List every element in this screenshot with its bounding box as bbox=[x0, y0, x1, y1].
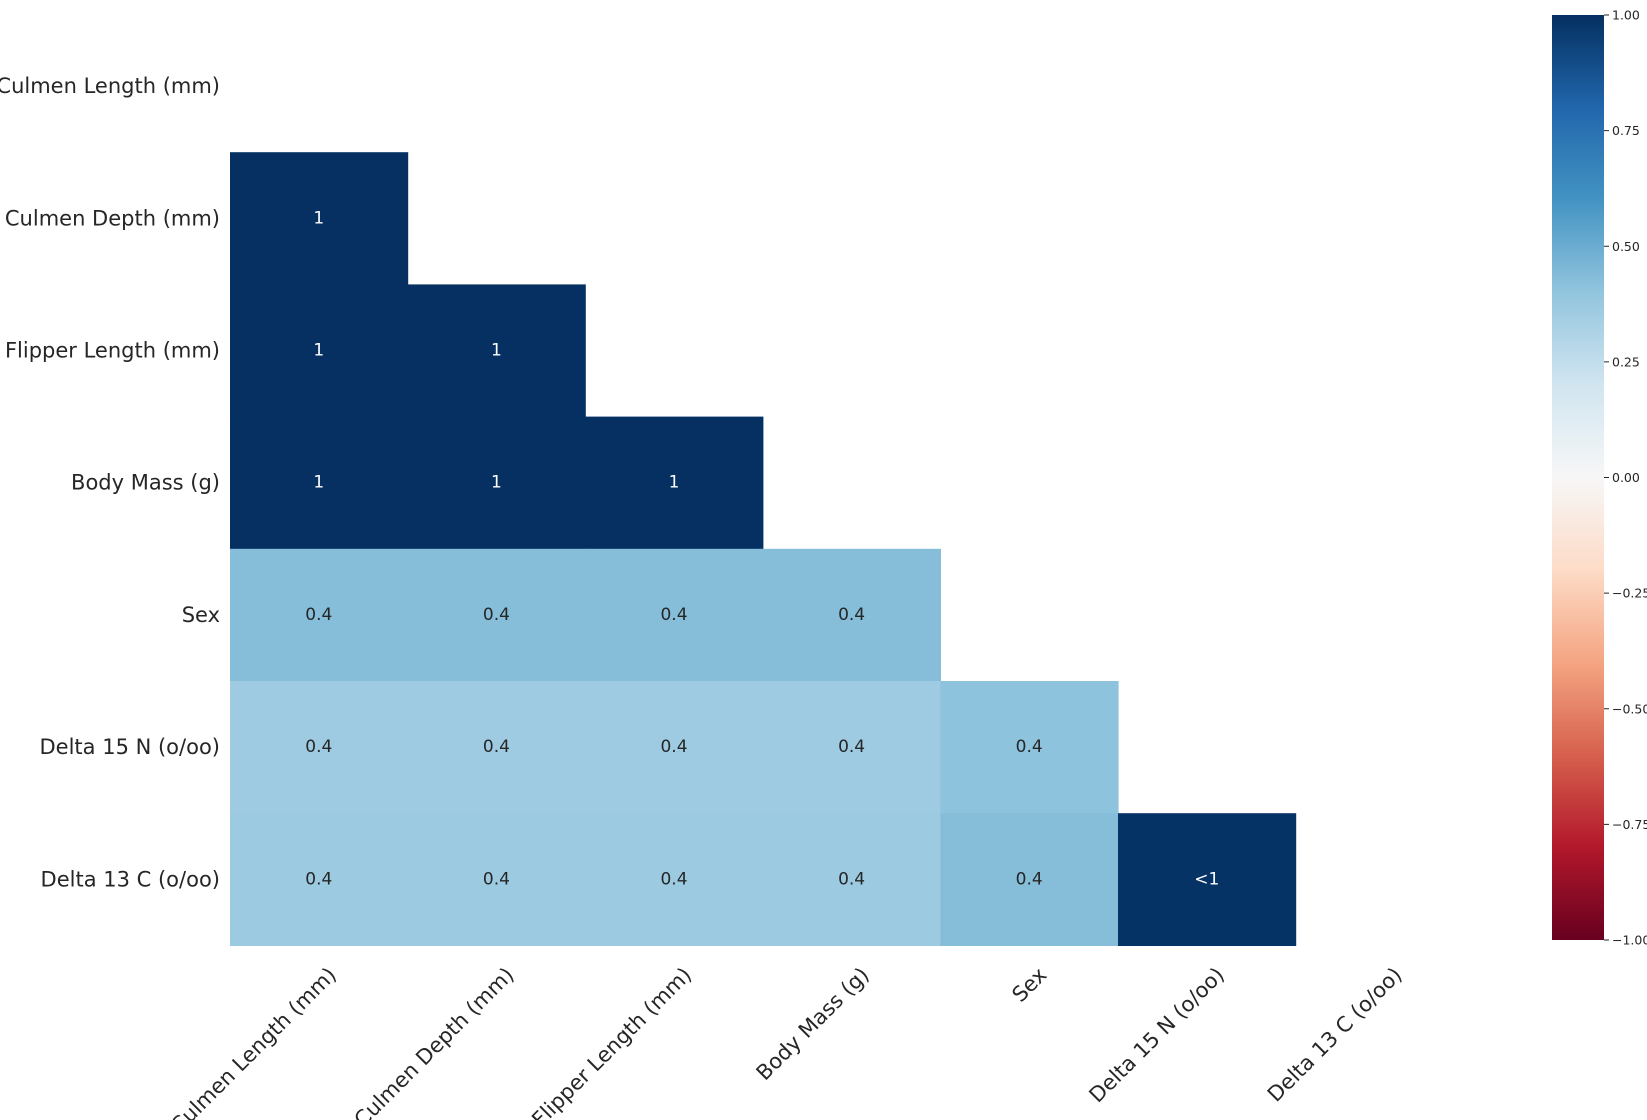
colorbar-tick-label: 1.00 bbox=[1612, 8, 1640, 23]
heatmap-cell bbox=[407, 284, 586, 418]
colorbar-tick-label: −0.25 bbox=[1612, 586, 1647, 601]
colorbar-tick-label: 0.25 bbox=[1612, 354, 1640, 369]
cell-value-label: <1 bbox=[1194, 869, 1219, 889]
cell-value-label: 0.4 bbox=[1016, 737, 1043, 757]
heatmap-cell bbox=[230, 416, 409, 550]
column-label: Flipper Length (mm) bbox=[527, 963, 696, 1120]
column-label: Culmen Length (mm) bbox=[166, 963, 341, 1120]
heatmap-cell bbox=[407, 813, 586, 946]
cell-value-label: 0.4 bbox=[838, 737, 865, 757]
column-label: Delta 13 C (o/oo) bbox=[1263, 963, 1407, 1107]
column-labels: Culmen Length (mm) Culmen Depth (mm) Flipp… bbox=[166, 963, 1407, 1120]
heatmap-cell bbox=[762, 548, 941, 682]
cell-value-label: 0.4 bbox=[305, 605, 332, 625]
heatmap-cell bbox=[230, 813, 409, 946]
column-label: Body Mass (g) bbox=[752, 963, 874, 1085]
heatmap-cell bbox=[585, 416, 764, 550]
row-label: Culmen Length (mm) bbox=[0, 74, 220, 98]
row-label: Body Mass (g) bbox=[71, 471, 220, 495]
heatmap-cell bbox=[940, 813, 1119, 946]
column-label: Sex bbox=[1007, 963, 1051, 1007]
heatmap-cell bbox=[762, 681, 941, 814]
cell-value-label: 0.4 bbox=[305, 737, 332, 757]
cell-value-label: 1 bbox=[313, 341, 324, 361]
cell-value-label: 1 bbox=[313, 208, 324, 228]
row-label: Sex bbox=[182, 603, 220, 627]
cell-value-label: 0.4 bbox=[660, 737, 687, 757]
cell-value-label: 1 bbox=[669, 473, 680, 493]
cell-value-label: 0.4 bbox=[838, 869, 865, 889]
heatmap-cell bbox=[762, 813, 941, 946]
row-labels: Culmen Length (mm) Culmen Depth (mm) Flipp… bbox=[0, 74, 220, 891]
heatmap-cell bbox=[230, 152, 409, 285]
colorbar: 1.00 0.75 0.50 0.25 0.00 −0.25 −0.50 −0.75 −1.00 bbox=[1552, 8, 1647, 948]
heatmap-cell bbox=[1118, 813, 1297, 946]
row-label: Delta 13 C (o/oo) bbox=[41, 867, 220, 891]
cell-value-label: 0.4 bbox=[483, 737, 510, 757]
colorbar-tick-label: 0.75 bbox=[1612, 123, 1640, 138]
heatmap-cell-labels: 1 1 1 1 1 1 0.4 0.4 0.4 0.4 0.4 0.4 0.4 0.4 0.4 0.4 0.4 0… bbox=[305, 208, 1219, 889]
cell-value-label: 1 bbox=[313, 473, 324, 493]
heatmap-cell bbox=[585, 681, 764, 814]
cell-value-label: 0.4 bbox=[660, 869, 687, 889]
cell-value-label: 0.4 bbox=[838, 605, 865, 625]
heatmap-cell bbox=[230, 681, 409, 814]
heatmap-cell bbox=[585, 813, 764, 946]
column-label: Delta 15 N (o/oo) bbox=[1084, 963, 1229, 1108]
heatmap-cell bbox=[407, 416, 586, 550]
heatmap-cell bbox=[407, 681, 586, 814]
colorbar-tick-label: −0.50 bbox=[1612, 701, 1647, 716]
row-label: Culmen Depth (mm) bbox=[5, 206, 220, 230]
heatmap-cell bbox=[407, 548, 586, 682]
colorbar-gradient bbox=[1552, 15, 1604, 940]
colorbar-tick-label: −0.75 bbox=[1612, 817, 1647, 832]
row-label: Delta 15 N (o/oo) bbox=[40, 735, 221, 759]
heatmap-cell bbox=[940, 681, 1119, 814]
heatmap-cell bbox=[230, 284, 409, 418]
cell-value-label: 0.4 bbox=[1016, 869, 1043, 889]
cell-value-label: 1 bbox=[491, 473, 502, 493]
row-label: Flipper Length (mm) bbox=[5, 339, 220, 363]
heatmap-cell bbox=[230, 548, 409, 682]
cell-value-label: 0.4 bbox=[483, 869, 510, 889]
colorbar-tick-label: 0.50 bbox=[1612, 239, 1640, 254]
cell-value-label: 0.4 bbox=[660, 605, 687, 625]
cell-value-label: 1 bbox=[491, 341, 502, 361]
column-label: Culmen Depth (mm) bbox=[350, 963, 519, 1120]
heatmap-cell bbox=[585, 548, 764, 682]
cell-value-label: 0.4 bbox=[483, 605, 510, 625]
cell-value-label: 0.4 bbox=[305, 869, 332, 889]
colorbar-tick-label: −1.00 bbox=[1612, 933, 1647, 948]
heatmap-cells bbox=[230, 152, 1297, 946]
colorbar-tick-label: 0.00 bbox=[1612, 470, 1640, 485]
